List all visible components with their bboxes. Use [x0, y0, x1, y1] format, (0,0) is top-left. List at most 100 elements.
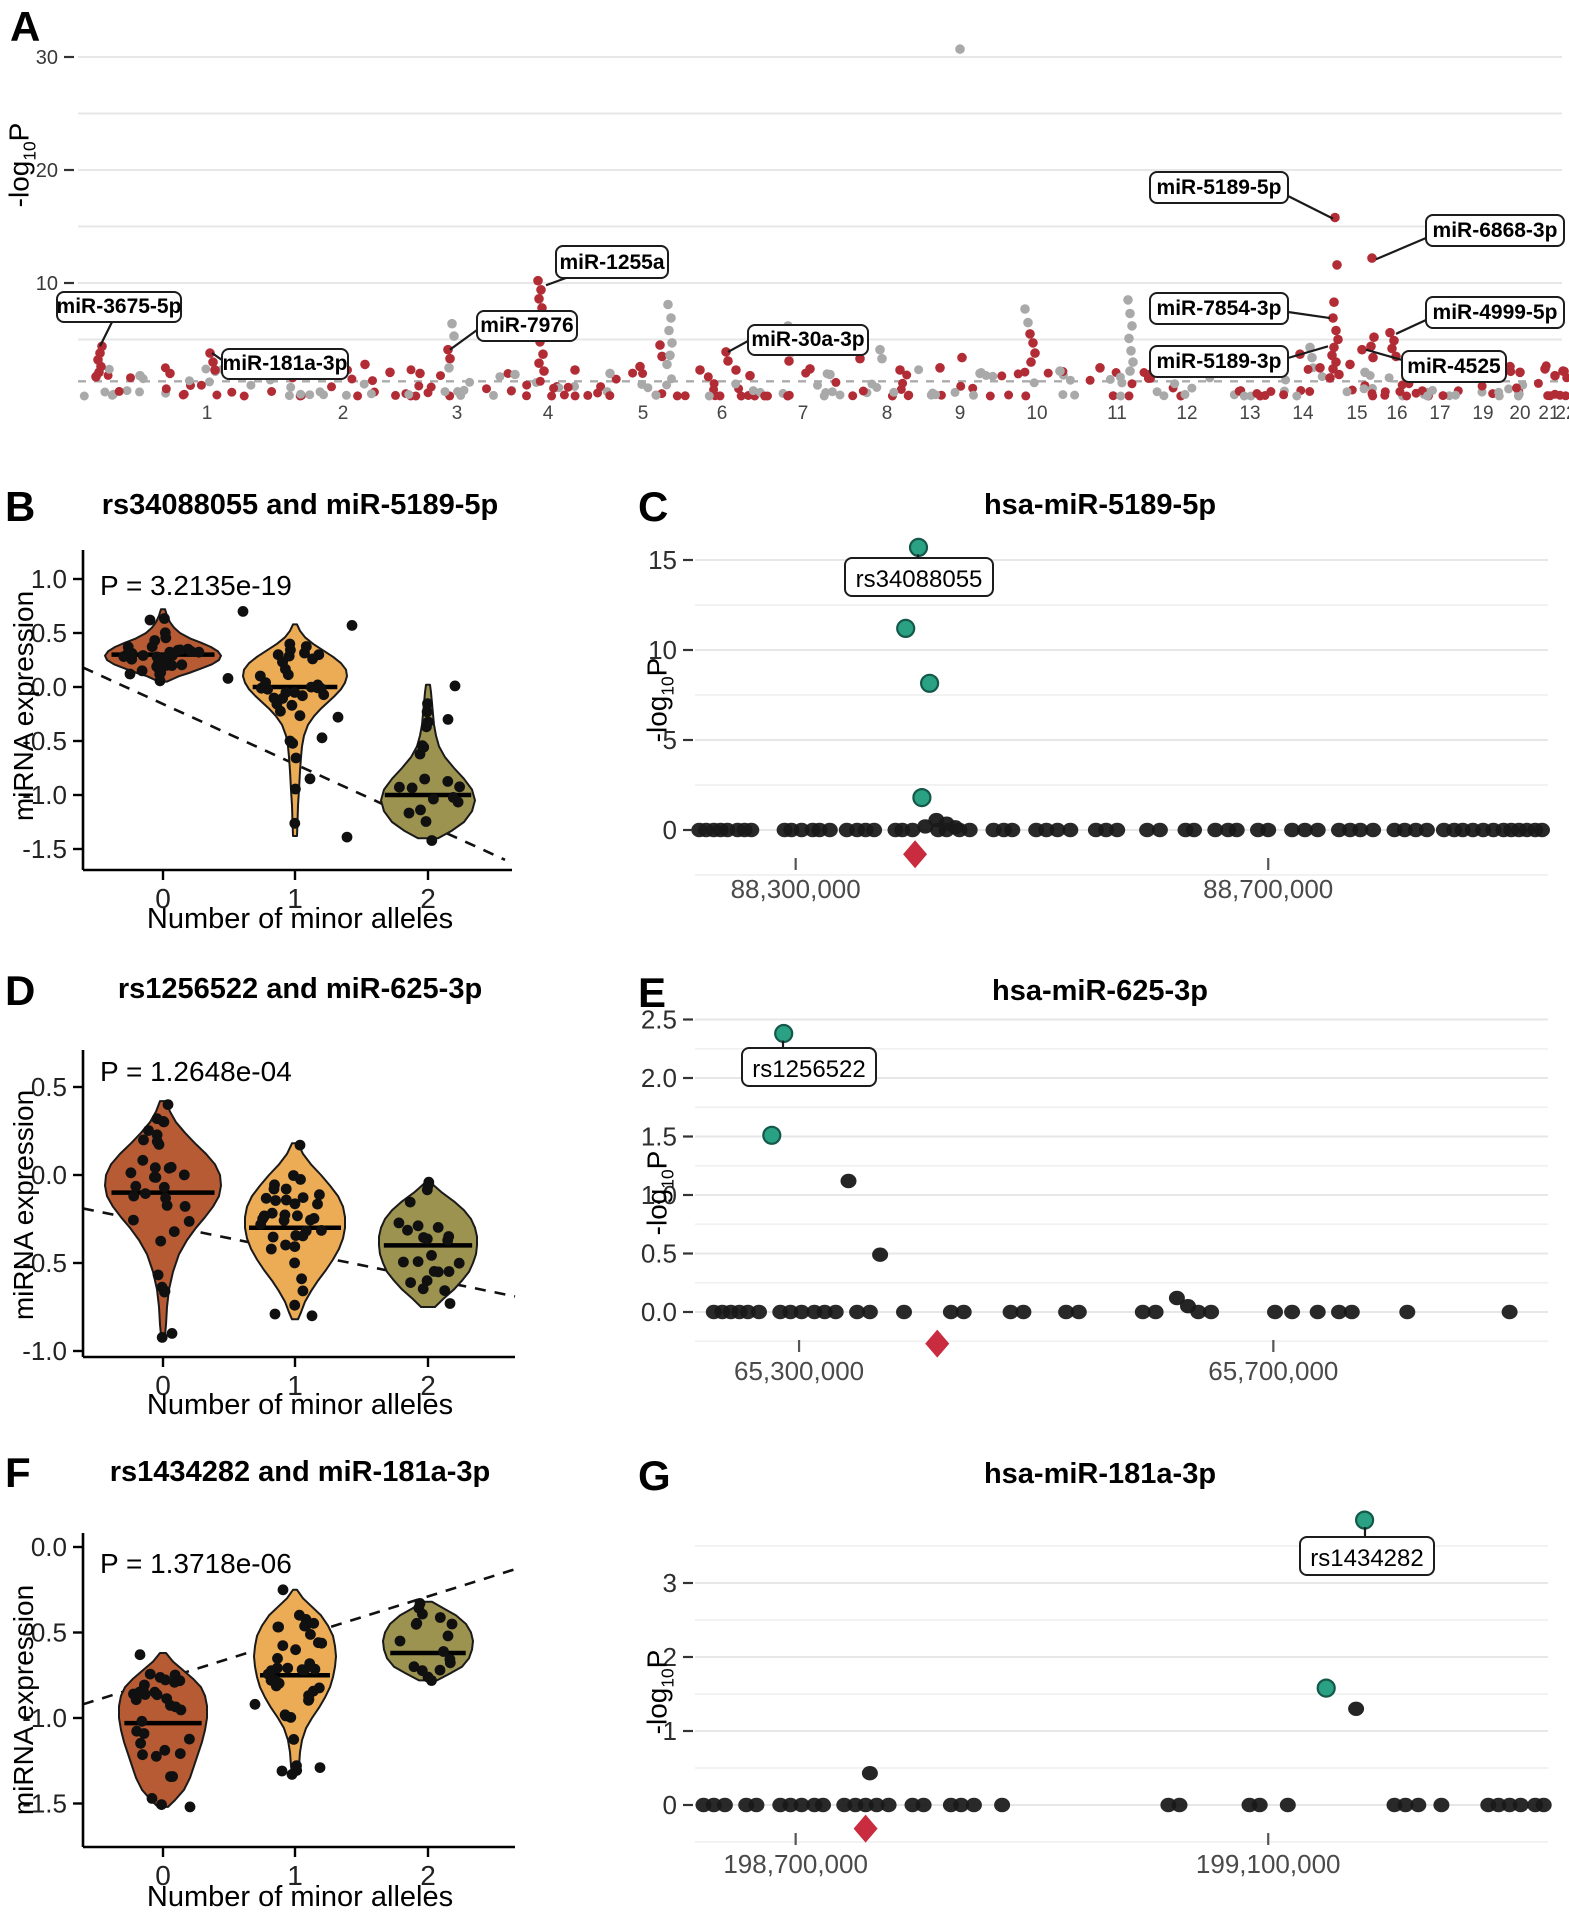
svg-text:0.0: 0.0: [31, 1532, 67, 1562]
svg-text:8: 8: [882, 403, 893, 424]
svg-text:22: 22: [1555, 403, 1569, 424]
svg-text:199,100,000: 199,100,000: [1196, 1849, 1341, 1879]
svg-text:2: 2: [420, 883, 436, 914]
svg-text:3: 3: [663, 1568, 677, 1598]
svg-text:miR-5189-5p: miR-5189-5p: [1157, 176, 1282, 199]
svg-text:rs1434282: rs1434282: [1310, 1545, 1423, 1572]
svg-text:0: 0: [155, 1370, 171, 1401]
svg-text:1: 1: [287, 1860, 303, 1891]
annotation-miR-5189-3p: miR-5189-3p: [1149, 345, 1329, 378]
svg-text:2.5: 2.5: [641, 1005, 677, 1035]
annotation-rs1256522: rs1256522: [741, 1040, 877, 1087]
panel-e-ylabel-logp: -log10P: [641, 1150, 678, 1236]
svg-text:2: 2: [420, 1860, 436, 1891]
panel-e-title: hsa-miR-625-3p: [992, 975, 1208, 1007]
svg-text:miR-1255a: miR-1255a: [559, 251, 664, 274]
svg-text:14: 14: [1292, 403, 1314, 424]
panel-g-locus-plot: 0 1 2 3 198,700,000 199,100,000 rs1434282: [663, 1510, 1552, 1879]
svg-text:1: 1: [202, 403, 213, 424]
panel-b-title: rs34088055 and miR-5189-5p: [101, 489, 499, 521]
svg-text:6: 6: [717, 403, 728, 424]
panel-b-violin-plot: 1.0 0.5 0.0 -0.5 -1.0 -1.5 0 1 2: [22, 550, 512, 914]
highlighted-snp-point: [919, 673, 940, 693]
svg-text:7: 7: [798, 403, 809, 424]
svg-text:miR-3675-5p: miR-3675-5p: [57, 295, 182, 318]
svg-text:1: 1: [287, 1370, 303, 1401]
svg-text:10: 10: [1026, 403, 1047, 424]
svg-text:15: 15: [648, 545, 677, 575]
svg-text:miR-7976: miR-7976: [480, 314, 573, 337]
panel-letter-e: E: [638, 969, 667, 1016]
svg-text:30: 30: [36, 47, 58, 69]
panel-d-ylabel: miRNA expression: [8, 1089, 39, 1321]
svg-text:11: 11: [1107, 403, 1127, 424]
highlighted-snp-point: [912, 787, 932, 808]
panel-g-title: hsa-miR-181a-3p: [983, 1458, 1217, 1490]
svg-text:-0.5: -0.5: [22, 1248, 67, 1278]
svg-text:0: 0: [155, 883, 171, 914]
panel-b-ylabel: miRNA expression: [8, 590, 39, 822]
highlighted-snp-point: [774, 1023, 794, 1044]
svg-text:65,700,000: 65,700,000: [1208, 1356, 1338, 1386]
highlighted-snp-point: [1316, 1678, 1336, 1698]
mirna-location-diamond: [853, 1814, 878, 1843]
svg-text:20: 20: [36, 160, 58, 182]
svg-text:0.0: 0.0: [31, 1160, 67, 1190]
panel-d-violin-plot: 0.5 0.0 -0.5 -1.0 0 1 2: [22, 1050, 516, 1401]
svg-text:-1.5: -1.5: [22, 834, 67, 864]
svg-text:4: 4: [543, 403, 554, 424]
annotation-rs34088055: rs34088055: [844, 554, 994, 597]
svg-text:2.0: 2.0: [641, 1063, 677, 1093]
panel-c-locus-plot: 0 5 10 15 88,300,000 88,700,000 rs34088055: [648, 537, 1550, 904]
panel-letter-f: F: [5, 1449, 31, 1496]
annotation-miR-30a-3p: miR-30a-3p: [727, 324, 869, 356]
panel-e-locus-plot: 0.0 0.5 1.0 1.5 2.0 2.5 65,300,000 65,700,000 rs…: [641, 1005, 1548, 1386]
panel-f-ylabel: miRNA expression: [8, 1584, 39, 1816]
svg-text:5: 5: [638, 403, 649, 424]
svg-text:-1.0: -1.0: [22, 1336, 67, 1366]
mirna-location-diamond: [925, 1329, 950, 1358]
svg-text:1: 1: [663, 1716, 677, 1746]
highlighted-snp-point: [896, 618, 916, 639]
panel-letter-a: A: [10, 3, 41, 50]
svg-text:3: 3: [452, 403, 463, 424]
svg-text:miR-4999-5p: miR-4999-5p: [1433, 301, 1558, 324]
annotation-miR-4525: miR-4525: [1365, 348, 1507, 383]
annotation-miR-5189-5p: miR-5189-5p: [1149, 171, 1334, 220]
svg-text:miR-4525: miR-4525: [1407, 355, 1501, 378]
annotation-miR-3675-5p: miR-3675-5p: [56, 291, 182, 347]
panel-a-ylabel-logp: -log10P: [3, 122, 40, 208]
svg-text:-0.5: -0.5: [22, 726, 67, 756]
svg-text:0.5: 0.5: [641, 1239, 677, 1269]
svg-text:20: 20: [1509, 403, 1530, 424]
svg-text:1.5: 1.5: [641, 1122, 677, 1152]
svg-text:198,700,000: 198,700,000: [723, 1849, 868, 1879]
panel-d-xlabel: Number of minor alleles: [146, 1389, 454, 1421]
svg-text:10: 10: [36, 273, 58, 295]
highlighted-snp-point: [762, 1125, 782, 1145]
highlighted-snp-point: [908, 537, 929, 558]
panel-a-manhattan-plot: 102030123456789101112131415161719202122m…: [36, 44, 1569, 424]
svg-text:19: 19: [1472, 403, 1493, 424]
svg-text:1.0: 1.0: [31, 564, 67, 594]
svg-text:1: 1: [287, 883, 303, 914]
annotation-miR-1255a: miR-1255a: [545, 245, 669, 287]
svg-text:21: 21: [1538, 403, 1559, 424]
svg-text:10: 10: [648, 635, 677, 665]
svg-text:miR-7854-3p: miR-7854-3p: [1157, 297, 1282, 320]
svg-text:-0.5: -0.5: [22, 1618, 67, 1648]
svg-text:9: 9: [955, 403, 966, 424]
panel-b-xlabel: Number of minor alleles: [146, 903, 454, 935]
svg-text:0.0: 0.0: [641, 1297, 677, 1327]
svg-text:1.0: 1.0: [641, 1180, 677, 1210]
svg-text:rs1256522: rs1256522: [752, 1056, 865, 1083]
panel-b-pvalue: P = 3.2135e-19: [100, 570, 292, 601]
panel-letter-c: C: [638, 483, 669, 530]
svg-text:0.5: 0.5: [31, 1072, 67, 1102]
svg-text:2: 2: [663, 1642, 677, 1672]
svg-text:2: 2: [338, 403, 349, 424]
svg-text:0.0: 0.0: [31, 672, 67, 702]
svg-text:15: 15: [1346, 403, 1367, 424]
